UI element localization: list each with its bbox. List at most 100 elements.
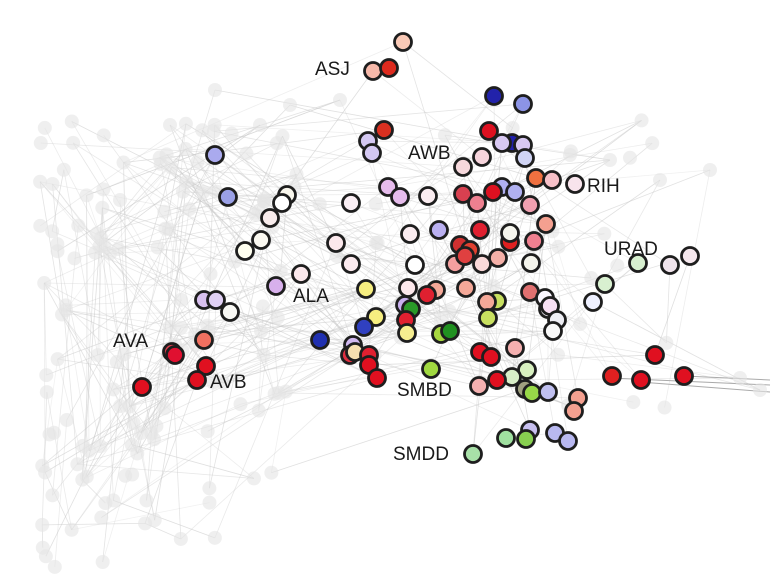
edge bbox=[104, 245, 378, 379]
edge bbox=[119, 89, 216, 407]
background-node bbox=[39, 368, 54, 383]
edge bbox=[208, 217, 271, 489]
edge bbox=[409, 232, 511, 235]
background-node bbox=[37, 276, 52, 291]
background-node bbox=[256, 347, 271, 362]
edge bbox=[169, 124, 276, 394]
neuron-node bbox=[417, 285, 437, 305]
edge bbox=[65, 299, 182, 306]
edge bbox=[212, 264, 416, 384]
edge bbox=[52, 230, 217, 301]
neuron-node bbox=[363, 61, 383, 81]
background-node bbox=[333, 93, 347, 107]
neuron-node bbox=[341, 254, 361, 274]
neuron-node bbox=[205, 145, 225, 165]
background-node bbox=[96, 128, 111, 143]
background-node bbox=[195, 123, 210, 138]
edge bbox=[100, 163, 161, 238]
background-node bbox=[173, 531, 188, 546]
edge bbox=[123, 162, 370, 366]
edge bbox=[57, 299, 217, 360]
edge bbox=[166, 154, 246, 252]
neuron-node bbox=[488, 248, 508, 268]
background-node bbox=[289, 167, 304, 182]
neuron-node bbox=[505, 182, 525, 202]
neuron-node bbox=[536, 214, 556, 234]
edge bbox=[72, 142, 246, 252]
edge bbox=[278, 156, 483, 394]
edge bbox=[99, 246, 156, 521]
background-node bbox=[158, 221, 173, 236]
background-node bbox=[37, 120, 52, 135]
neuron-node bbox=[220, 302, 240, 322]
edge bbox=[402, 41, 489, 319]
edge bbox=[159, 157, 356, 353]
edge bbox=[487, 255, 691, 319]
edge bbox=[65, 305, 90, 451]
edge bbox=[201, 130, 377, 318]
edge bbox=[264, 198, 547, 225]
background-node bbox=[70, 457, 85, 472]
background-node bbox=[109, 354, 124, 369]
neuron-node bbox=[496, 428, 516, 448]
neuron-node bbox=[400, 224, 420, 244]
background-node bbox=[96, 182, 111, 197]
neuron-node bbox=[379, 58, 399, 78]
background-node bbox=[178, 116, 193, 131]
background-node bbox=[35, 458, 50, 473]
edge bbox=[150, 191, 184, 434]
edge bbox=[399, 196, 456, 265]
background-node bbox=[278, 384, 293, 399]
edge bbox=[201, 129, 409, 287]
edge bbox=[214, 124, 283, 204]
background-node bbox=[203, 266, 218, 281]
edge bbox=[71, 502, 210, 531]
background-node bbox=[573, 317, 588, 332]
edge bbox=[497, 246, 559, 259]
background-node bbox=[645, 136, 660, 151]
neuron-node bbox=[483, 182, 503, 202]
edge bbox=[387, 186, 547, 225]
background-node bbox=[207, 530, 222, 545]
neuron-node bbox=[362, 143, 382, 163]
neuron-node bbox=[631, 370, 651, 390]
neuron-node bbox=[478, 308, 498, 328]
edge bbox=[368, 202, 478, 366]
edge bbox=[118, 226, 273, 250]
background-node bbox=[270, 310, 285, 325]
background-node bbox=[174, 292, 189, 307]
background-node bbox=[95, 200, 110, 215]
edge bbox=[86, 195, 90, 451]
edge bbox=[168, 229, 182, 300]
edge bbox=[99, 246, 101, 447]
neuron-node bbox=[421, 359, 441, 379]
edge bbox=[97, 288, 367, 356]
edge bbox=[214, 89, 513, 144]
edge bbox=[497, 233, 605, 259]
edge bbox=[486, 179, 661, 303]
background-node bbox=[190, 154, 205, 169]
background-node bbox=[634, 113, 649, 128]
background-node bbox=[273, 263, 288, 278]
edge bbox=[164, 228, 182, 539]
background-node bbox=[157, 401, 172, 416]
background-node bbox=[269, 136, 284, 151]
edge bbox=[203, 288, 367, 341]
neuron-node bbox=[326, 233, 346, 253]
neuron-node bbox=[367, 368, 387, 388]
edge bbox=[66, 154, 216, 421]
edge bbox=[52, 225, 79, 496]
background-node bbox=[75, 472, 90, 487]
background-node bbox=[312, 197, 327, 212]
background-node bbox=[370, 236, 385, 251]
background-node bbox=[200, 424, 215, 439]
background-node bbox=[33, 174, 48, 189]
background-node bbox=[175, 184, 190, 199]
neuron-node bbox=[187, 370, 207, 390]
edge bbox=[141, 354, 375, 388]
background-node bbox=[64, 114, 79, 129]
neuron-node bbox=[521, 253, 541, 273]
background-node bbox=[202, 495, 217, 510]
background-node bbox=[152, 150, 167, 165]
background-node bbox=[622, 150, 637, 165]
